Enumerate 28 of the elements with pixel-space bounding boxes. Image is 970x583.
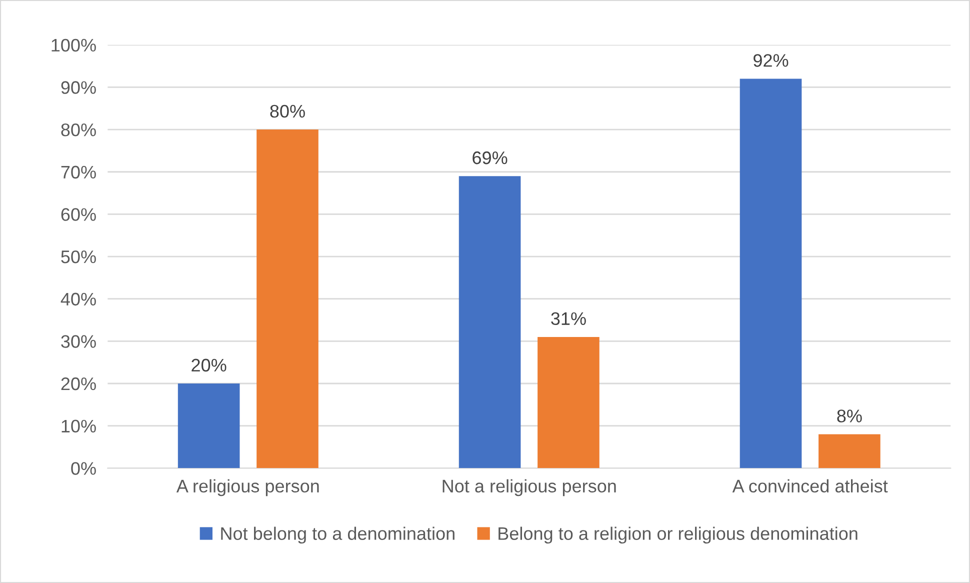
y-tick-label: 10% xyxy=(62,420,96,433)
y-tick-label: 40% xyxy=(60,292,96,306)
y-tick-label: 20% xyxy=(61,377,96,390)
y-tick-label: 0% xyxy=(71,462,96,475)
text: 80% xyxy=(270,104,305,118)
text: 8% xyxy=(837,410,862,422)
y-tick-label: 80% xyxy=(61,123,96,136)
y-tick-label: 30% xyxy=(61,335,96,348)
bar xyxy=(458,176,521,468)
y-tick-label: 100% xyxy=(52,38,96,52)
x-tick-label: Not a religious person xyxy=(442,479,616,496)
text: 31% xyxy=(551,312,586,326)
legend-label: Not belong to a denomination xyxy=(221,526,454,544)
y-tick-label: 50% xyxy=(61,250,96,264)
text: 92% xyxy=(754,54,788,67)
x-tick-label: A religious person xyxy=(176,479,319,496)
bar xyxy=(178,383,240,468)
text: 69% xyxy=(472,151,508,164)
y-tick-label: 90% xyxy=(61,81,96,94)
y-tick-label: 70% xyxy=(61,166,96,179)
bar xyxy=(818,434,880,468)
x-tick-label: A convinced atheist xyxy=(732,479,888,493)
text: 20% xyxy=(192,358,226,372)
y-tick-label: 60% xyxy=(61,208,96,221)
bar xyxy=(256,130,318,468)
bar xyxy=(740,78,802,468)
legend-label: Belong to a religion or religious denomination xyxy=(498,526,858,544)
bar xyxy=(538,336,600,468)
